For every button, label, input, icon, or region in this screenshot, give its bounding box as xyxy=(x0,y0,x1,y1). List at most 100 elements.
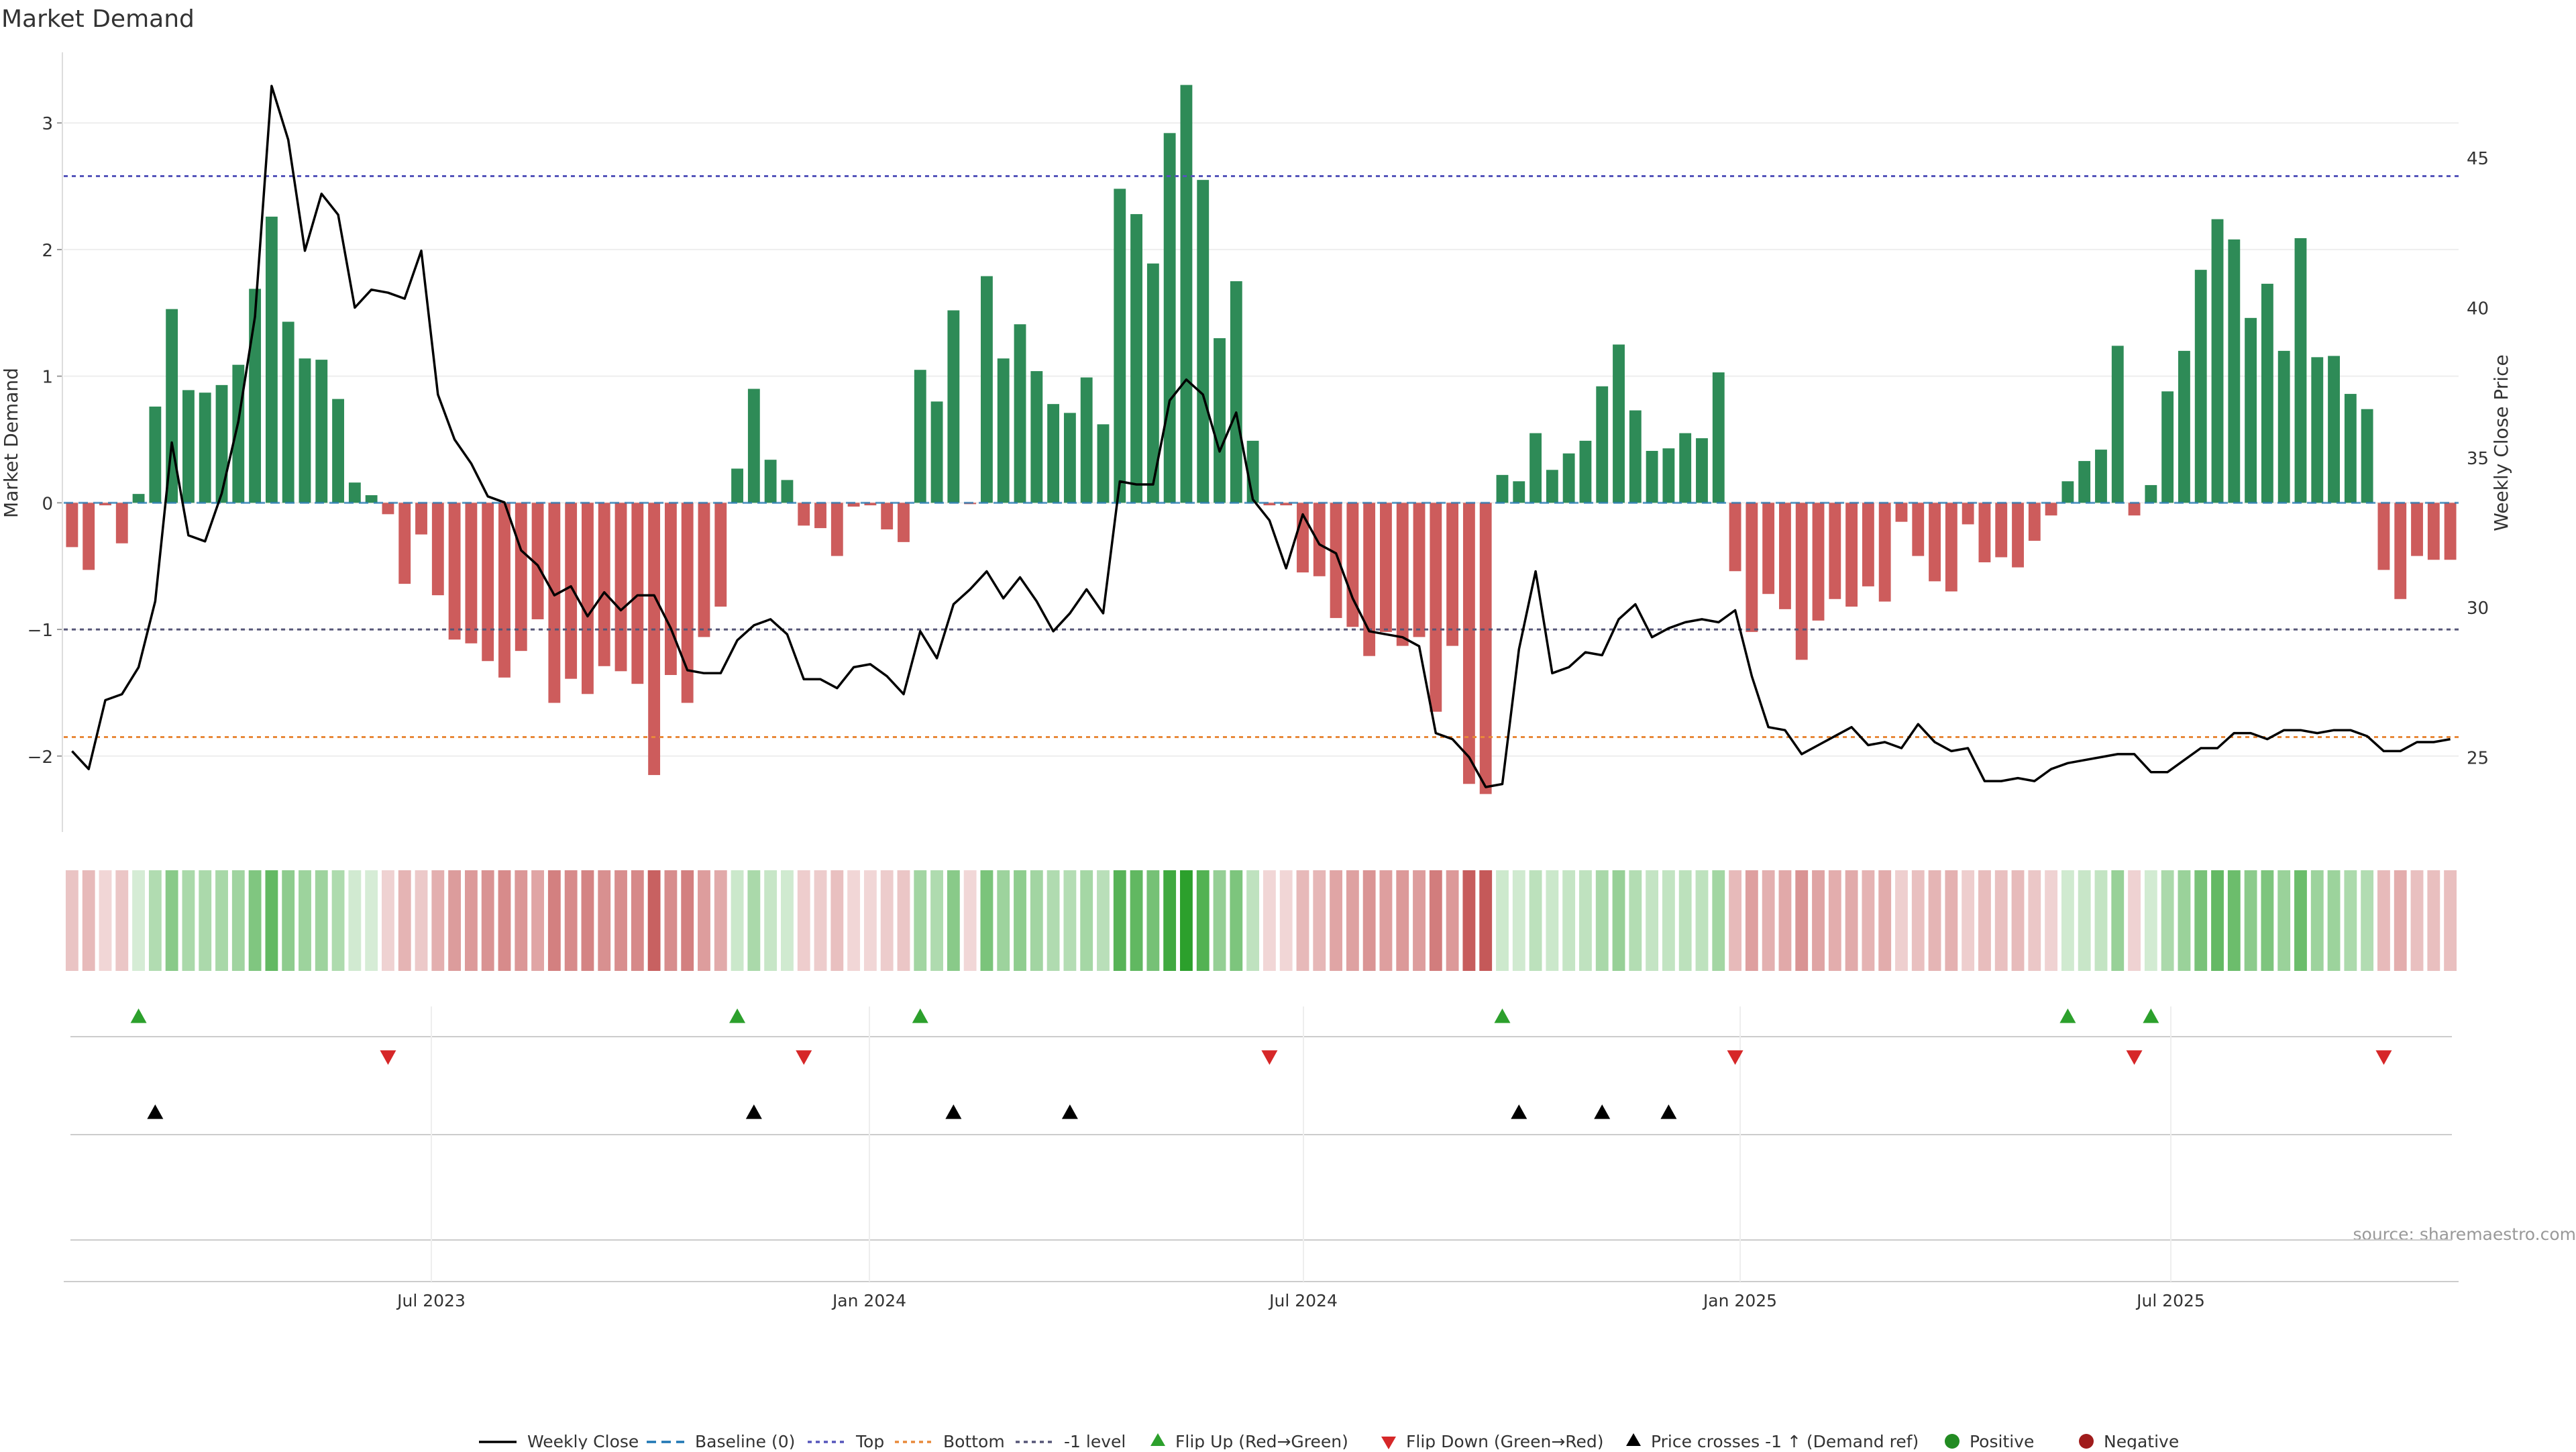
flip-down-marker xyxy=(796,1050,812,1065)
heat-cell xyxy=(1146,870,1159,971)
legend-positive-swatch xyxy=(1945,1434,1960,1449)
heat-cell xyxy=(2294,870,2307,971)
price-cross-marker xyxy=(1594,1104,1610,1119)
y-tick-label: 1 xyxy=(42,368,53,388)
heat-cell xyxy=(1878,870,1891,971)
heat-cell xyxy=(2228,870,2241,971)
legend-minus-one-label: -1 level xyxy=(1064,1432,1126,1449)
demand-bar xyxy=(998,358,1010,503)
demand-bar xyxy=(83,503,95,570)
y2-tick-label: 35 xyxy=(2467,449,2489,469)
flip-up-marker xyxy=(2143,1008,2159,1023)
demand-bar xyxy=(1030,371,1042,503)
heat-cell xyxy=(2444,870,2457,971)
heat-cell xyxy=(1462,870,1475,971)
demand-bar xyxy=(648,503,660,775)
demand-bar xyxy=(2078,461,2090,503)
heat-cell xyxy=(149,870,162,971)
demand-bar xyxy=(1746,503,1758,631)
demand-bar xyxy=(2012,503,2024,567)
price-cross-marker xyxy=(147,1104,163,1119)
demand-bar xyxy=(1613,344,1625,503)
demand-bar xyxy=(2328,356,2340,503)
heat-cell xyxy=(1779,870,1792,971)
heat-cell xyxy=(1330,870,1342,971)
heat-cell xyxy=(1214,870,1226,971)
demand-bar xyxy=(1529,433,1542,503)
demand-bar xyxy=(931,401,943,503)
demand-bar xyxy=(1596,386,1608,503)
heat-cell xyxy=(2028,870,2041,971)
demand-bar xyxy=(1164,133,1176,503)
demand-bar xyxy=(2029,503,2041,541)
demand-bar xyxy=(615,503,627,671)
demand-bar xyxy=(315,360,327,503)
demand-bar xyxy=(332,399,344,503)
demand-bar xyxy=(2278,351,2290,503)
legend-positive-label: Positive xyxy=(1970,1432,2034,1449)
heat-cell xyxy=(964,870,977,971)
demand-bar xyxy=(1181,85,1193,503)
heat-cell xyxy=(1662,870,1675,971)
demand-bar xyxy=(898,503,910,542)
demand-bar xyxy=(266,217,278,503)
heat-cell xyxy=(1729,870,1741,971)
demand-bar xyxy=(232,365,244,503)
demand-bar xyxy=(1513,481,1525,503)
demand-bar xyxy=(798,503,810,525)
heat-cell xyxy=(1562,870,1575,971)
demand-bar xyxy=(1829,503,1841,599)
heat-cell xyxy=(2012,870,2025,971)
heat-cell xyxy=(714,870,727,971)
heat-cell xyxy=(1413,870,1426,971)
demand-bar xyxy=(199,393,211,503)
flip-up-marker xyxy=(729,1008,745,1023)
demand-bar xyxy=(631,503,643,684)
heat-cell xyxy=(1746,870,1758,971)
heat-cell xyxy=(2344,870,2357,971)
legend-price-cross-label: Price crosses -1 ↑ (Demand ref) xyxy=(1651,1432,1919,1449)
demand-bar xyxy=(2129,503,2141,515)
heat-cell xyxy=(1862,870,1874,971)
legend-flip-down-label: Flip Down (Green→Red) xyxy=(1406,1432,1604,1449)
heat-cell xyxy=(1529,870,1542,971)
heat-cell xyxy=(465,870,478,971)
heat-cell xyxy=(2145,870,2157,971)
heat-cell xyxy=(299,870,311,971)
demand-bar xyxy=(66,503,78,547)
heat-cell xyxy=(830,870,843,971)
y2-tick-label: 25 xyxy=(2467,748,2489,768)
y-tick-label: −1 xyxy=(28,621,53,641)
heat-cell xyxy=(1297,870,1309,971)
heat-cell xyxy=(698,870,710,971)
price-cross-marker xyxy=(945,1104,961,1119)
heat-cell xyxy=(2178,870,2191,971)
demand-bar xyxy=(2161,391,2174,503)
heat-cell xyxy=(1263,870,1276,971)
heat-cell xyxy=(66,870,78,971)
heat-cell xyxy=(1063,870,1076,971)
demand-bar xyxy=(1629,411,1642,503)
demand-bar xyxy=(482,503,494,661)
heat-cell xyxy=(132,870,145,971)
heat-cell xyxy=(199,870,211,971)
demand-bar xyxy=(1779,503,1791,609)
legend-flip-up-label: Flip Up (Red→Green) xyxy=(1175,1432,1348,1449)
demand-bar xyxy=(1945,503,1957,591)
demand-bar xyxy=(665,503,677,675)
demand-bar xyxy=(299,358,311,503)
heat-cell xyxy=(1230,870,1242,971)
heat-cell xyxy=(498,870,511,971)
heat-cell xyxy=(548,870,561,971)
demand-bar xyxy=(2345,394,2357,503)
demand-bar xyxy=(731,468,743,503)
flip-up-marker xyxy=(2059,1008,2076,1023)
demand-bar xyxy=(1546,470,1558,503)
heat-cell xyxy=(382,870,394,971)
price-cross-marker xyxy=(1660,1104,1676,1119)
demand-bar xyxy=(2178,351,2190,503)
demand-bar xyxy=(548,503,560,703)
heat-cell xyxy=(215,870,228,971)
heat-cell xyxy=(166,870,178,971)
heat-cell xyxy=(2095,870,2108,971)
